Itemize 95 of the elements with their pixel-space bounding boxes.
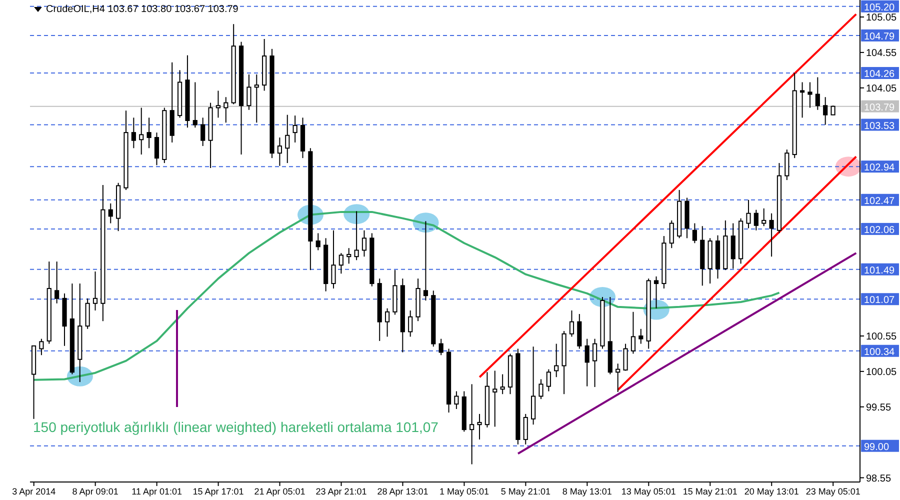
ref-line-label: 103.79 <box>864 102 896 114</box>
candlestick <box>546 368 551 392</box>
ref-line-label: 105.20 <box>864 2 896 14</box>
candlestick <box>669 220 674 249</box>
candlestick <box>54 261 60 304</box>
candlestick <box>438 338 444 356</box>
candlestick <box>470 384 474 465</box>
candlestick <box>815 76 820 110</box>
y-tick-label: 100.05 <box>866 366 898 378</box>
candlestick <box>784 149 790 181</box>
line-series <box>32 210 780 381</box>
y-tick-label: 104.05 <box>866 83 898 94</box>
candlestick <box>277 137 282 166</box>
candlestick <box>92 270 98 311</box>
candlestick <box>216 90 221 118</box>
candlestick <box>254 74 259 124</box>
x-tick-label: 23 May 05:01 <box>806 486 860 496</box>
candlestick <box>538 378 544 400</box>
y-tick-label: 98.55 <box>866 473 892 484</box>
ref-line-label: 102.06 <box>864 224 896 236</box>
x-tick-label: 11 Apr 01:01 <box>132 486 182 496</box>
candlestick <box>808 82 812 108</box>
candlestick <box>762 208 766 227</box>
y-tick-label: 100.55 <box>866 332 898 343</box>
candlestick <box>331 230 336 289</box>
x-tick-label: 8 May 13:01 <box>562 486 612 496</box>
x-tick-label: 8 Apr 09:01 <box>72 486 118 496</box>
candlestick <box>554 343 559 378</box>
ref-line-label: 103.53 <box>864 120 896 132</box>
candlestick <box>492 370 498 428</box>
candlestick <box>654 276 659 309</box>
y-tick-label: 104.55 <box>866 48 898 60</box>
candlestick <box>623 343 628 372</box>
candlestick <box>224 96 228 124</box>
ref-line-label: 99.00 <box>864 442 890 453</box>
candlestick <box>39 338 44 356</box>
candlestick <box>338 252 344 274</box>
candlestick <box>285 114 290 164</box>
y-tick-label: 99.55 <box>866 402 892 414</box>
candlestick <box>692 222 697 244</box>
candlestick <box>362 230 367 258</box>
candlestick <box>192 82 198 128</box>
candlestick <box>746 199 751 229</box>
y-tick-label: 105.05 <box>866 12 898 24</box>
x-tick-label: 3 Apr 2014 <box>12 486 56 496</box>
candlestick <box>85 298 90 330</box>
candlestick <box>316 232 320 251</box>
x-tick-label: 21 Apr 05:01 <box>254 486 306 496</box>
candlestick <box>592 338 598 388</box>
candlestick <box>477 413 482 440</box>
chart-title: CrudeOIL,H4 103.67 103.80 103.67 103.79 <box>46 4 238 15</box>
candlestick <box>800 82 805 118</box>
candlestick <box>246 74 252 110</box>
ref-line-label: 104.79 <box>864 31 896 42</box>
ref-line-label: 104.26 <box>864 69 896 80</box>
candlestick <box>154 132 160 166</box>
x-tick-label: 15 May 21:01 <box>682 486 738 496</box>
ref-line-label: 102.47 <box>864 196 896 207</box>
x-tick-label: 28 Apr 13:01 <box>377 486 428 496</box>
x-tick-label: 20 May 13:01 <box>744 486 799 496</box>
candlestick <box>200 117 206 147</box>
candlestick <box>500 374 505 395</box>
candlestick <box>423 220 428 302</box>
candlestick <box>769 212 774 258</box>
candlestick <box>146 117 152 149</box>
ref-line-label: 102.94 <box>864 162 896 174</box>
x-tick-label: 15 Apr 17:01 <box>192 486 244 496</box>
candlestick <box>108 202 113 224</box>
candlestick <box>292 115 298 143</box>
candlestick <box>346 248 352 264</box>
x-tick-label: 23 Apr 21:01 <box>316 486 367 496</box>
candlestick <box>730 222 736 270</box>
x-tick-label: 5 May 21:01 <box>500 486 550 496</box>
candlestick <box>616 363 620 392</box>
ref-line-label: 101.07 <box>864 295 896 306</box>
candlestick <box>454 390 459 410</box>
x-tick-label: 1 May 05:01 <box>439 486 489 496</box>
candlestick <box>823 96 828 126</box>
candlestick <box>754 209 758 231</box>
candlestick <box>830 105 836 116</box>
candlestick <box>638 328 644 344</box>
annotation: 150 periyotluk ağırlıklı (linear weighted) hareketli ortalama 101,07 <box>33 419 438 435</box>
candlestick <box>131 117 136 149</box>
candlestick <box>384 308 390 338</box>
candlestick <box>584 338 590 387</box>
candlestick <box>354 210 359 261</box>
candlestick <box>139 107 144 156</box>
candlestick <box>630 311 636 354</box>
ref-line-label: 100.34 <box>864 346 896 358</box>
candlestick <box>408 310 413 338</box>
candlestick <box>569 310 574 338</box>
candlestick <box>531 346 536 426</box>
ref-line-label: 101.49 <box>864 265 896 276</box>
candlestick <box>523 413 528 445</box>
x-tick-label: 13 May 05:01 <box>621 486 676 496</box>
